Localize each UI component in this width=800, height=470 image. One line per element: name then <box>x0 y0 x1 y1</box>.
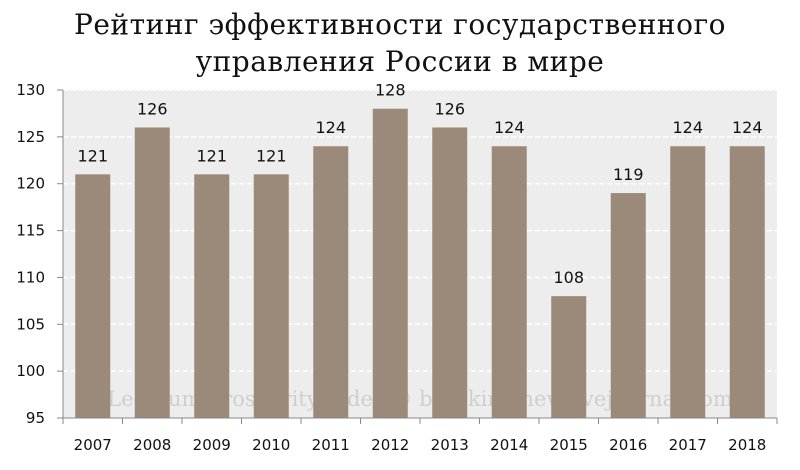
x-tick-label: 2010 <box>252 436 290 454</box>
bar <box>729 146 765 418</box>
x-tick-label: 2015 <box>550 436 588 454</box>
bar <box>432 127 468 418</box>
y-tick-label: 105 <box>16 315 45 333</box>
y-tick-label: 125 <box>16 128 45 146</box>
bar <box>670 146 706 418</box>
data-label: 124 <box>315 118 346 137</box>
y-tick-label: 130 <box>16 81 45 99</box>
data-label: 121 <box>77 146 108 165</box>
data-label: 126 <box>137 99 168 118</box>
data-label: 124 <box>672 118 703 137</box>
chart-title-line-2: управления России в мире <box>195 45 605 78</box>
bar <box>313 146 349 418</box>
y-tick-label: 110 <box>16 268 45 286</box>
bar <box>372 108 408 418</box>
bar <box>491 146 527 418</box>
bar <box>75 174 111 418</box>
data-label: 108 <box>553 268 584 287</box>
data-label: 124 <box>732 118 763 137</box>
bar <box>610 193 646 418</box>
y-tick-label: 95 <box>26 409 45 427</box>
data-label: 124 <box>494 118 525 137</box>
x-tick-label: 2016 <box>609 436 647 454</box>
data-label: 128 <box>375 81 406 100</box>
chart-title-line-1: Рейтинг эффективности государственного <box>74 8 726 41</box>
x-tick-label: 2012 <box>371 436 409 454</box>
chart-title: Рейтинг эффективности государственного у… <box>0 6 800 80</box>
bar <box>253 174 289 418</box>
y-tick-label: 115 <box>16 222 45 240</box>
bar <box>551 296 587 418</box>
bar <box>134 127 170 418</box>
x-tick-label: 2009 <box>193 436 231 454</box>
plot-area <box>63 90 777 418</box>
x-tick-label: 2007 <box>74 436 112 454</box>
data-label: 121 <box>256 146 287 165</box>
y-tick-label: 100 <box>16 362 45 380</box>
bar <box>194 174 230 418</box>
data-label: 119 <box>613 165 644 184</box>
y-tick-label: 120 <box>16 175 45 193</box>
x-tick-label: 2011 <box>312 436 350 454</box>
data-label: 121 <box>196 146 227 165</box>
x-tick-label: 2014 <box>490 436 528 454</box>
x-tick-label: 2013 <box>431 436 469 454</box>
data-label: 126 <box>434 99 465 118</box>
x-tick-label: 2018 <box>728 436 766 454</box>
x-tick-label: 2017 <box>669 436 707 454</box>
x-tick-label: 2008 <box>133 436 171 454</box>
